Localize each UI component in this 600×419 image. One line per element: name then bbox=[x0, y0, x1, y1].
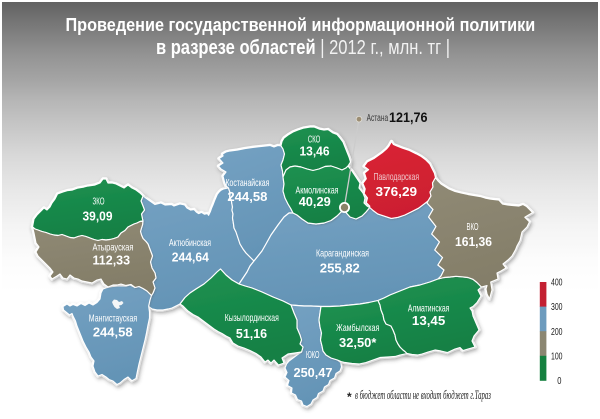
svg-text:Павлодарская: Павлодарская bbox=[374, 172, 420, 183]
svg-text:300: 300 bbox=[551, 302, 563, 313]
svg-text:Мангистауская: Мангистауская bbox=[89, 314, 137, 325]
svg-text:Жамбылская: Жамбылская bbox=[336, 322, 379, 334]
svg-text:Карагандинская: Карагандинская bbox=[316, 248, 369, 259]
svg-text:51,16: 51,16 bbox=[236, 326, 267, 341]
svg-text:13,45: 13,45 bbox=[412, 313, 445, 328]
svg-text:13,46: 13,46 bbox=[300, 143, 330, 158]
svg-text:Акмолинская: Акмолинская bbox=[296, 185, 339, 196]
svg-text:Костанайская: Костанайская bbox=[226, 178, 270, 189]
svg-text:Актюбинская: Актюбинская bbox=[169, 237, 211, 249]
svg-text:161,36: 161,36 bbox=[455, 234, 492, 249]
svg-text:112,33: 112,33 bbox=[93, 253, 131, 268]
svg-text:121,76: 121,76 bbox=[389, 110, 428, 125]
svg-text:100: 100 bbox=[551, 351, 563, 362]
svg-text:244,58: 244,58 bbox=[93, 324, 133, 339]
svg-text:СКО: СКО bbox=[308, 135, 320, 146]
svg-text:Астана: Астана bbox=[367, 113, 389, 124]
svg-text:244,64: 244,64 bbox=[172, 250, 210, 265]
svg-text:39,09: 39,09 bbox=[83, 208, 113, 223]
svg-text:255,82: 255,82 bbox=[320, 261, 360, 276]
svg-text:376,29: 376,29 bbox=[376, 184, 418, 199]
svg-text:ЗКО: ЗКО bbox=[93, 196, 105, 207]
svg-text:ВКО: ВКО bbox=[467, 222, 479, 233]
svg-text:400: 400 bbox=[551, 278, 563, 289]
svg-text:250,47: 250,47 bbox=[294, 365, 333, 380]
svg-text:0: 0 bbox=[557, 376, 562, 387]
svg-text:Алматинская: Алматинская bbox=[408, 303, 450, 314]
svg-text:ЮКО: ЮКО bbox=[306, 350, 320, 361]
svg-text:200: 200 bbox=[551, 327, 563, 338]
svg-text:Кызылординская: Кызылординская bbox=[225, 313, 279, 324]
svg-text:40,29: 40,29 bbox=[299, 194, 331, 209]
svg-text:244,58: 244,58 bbox=[227, 189, 267, 204]
svg-text:Атырауская: Атырауская bbox=[93, 243, 134, 254]
svg-text:32,50*: 32,50* bbox=[339, 335, 377, 350]
